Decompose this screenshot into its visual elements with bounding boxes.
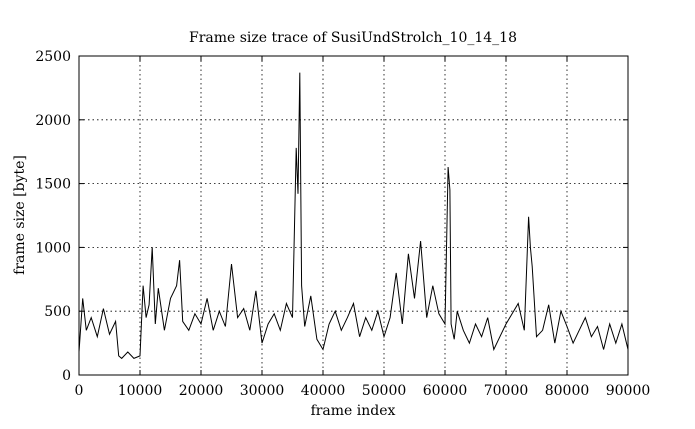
y-tick-label: 2500 (35, 49, 71, 65)
tick-labels: 0 10000 20000 30000 40000 50000 60000 70000 8000… (35, 49, 650, 399)
y-tick-label: 1000 (35, 240, 71, 256)
x-tick-label: 40000 (301, 383, 346, 399)
data-series (78, 72, 629, 360)
x-tick-label: 0 (75, 383, 84, 399)
x-tick-label: 20000 (179, 383, 224, 399)
y-tick-label: 1500 (35, 177, 71, 193)
x-tick-label: 70000 (484, 383, 529, 399)
plot-frame (78, 55, 629, 376)
x-tick-label: 60000 (423, 383, 468, 399)
x-tick-label: 50000 (362, 383, 407, 399)
y-axis-label: frame size [byte] (12, 155, 28, 275)
grid-lines (79, 56, 628, 375)
x-tick-label: 80000 (545, 383, 590, 399)
y-tick-label: 0 (62, 368, 71, 384)
y-tick-label: 2000 (35, 113, 71, 129)
frame-size-series-line (78, 72, 629, 360)
chart-title: Frame size trace of SusiUndStrolch_10_14… (189, 30, 517, 46)
axis-ticks (78, 55, 629, 376)
x-tick-label: 30000 (240, 383, 285, 399)
x-axis-label: frame index (311, 403, 396, 419)
x-tick-label: 90000 (606, 383, 651, 399)
y-tick-label: 500 (44, 304, 71, 320)
x-tick-label: 10000 (118, 383, 163, 399)
